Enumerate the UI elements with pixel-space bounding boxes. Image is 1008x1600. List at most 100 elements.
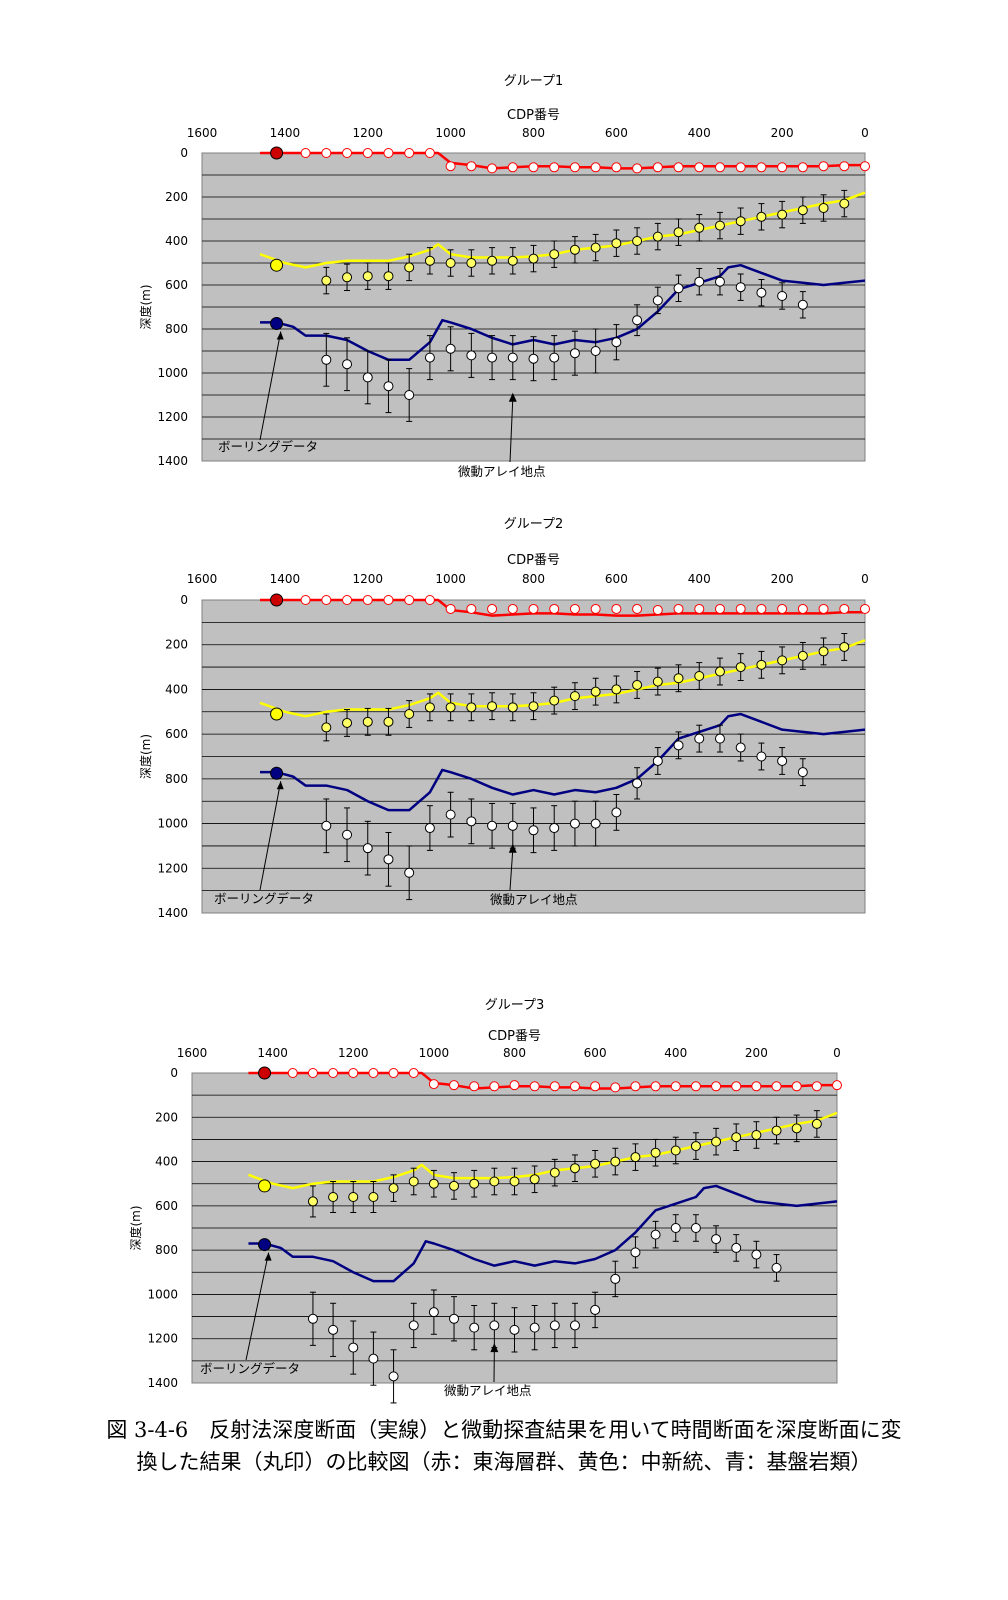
blue-microtremor-point <box>670 1223 681 1233</box>
red-microtremor-point <box>811 1081 822 1092</box>
x-tick-label: 200 <box>771 572 794 586</box>
yellow-microtremor-point <box>611 238 622 249</box>
microtremor-array-label: 微動アレイ地点 <box>444 1383 532 1398</box>
x-tick-label: 200 <box>771 126 794 140</box>
y-tick-label: 600 <box>155 1199 178 1213</box>
annotation-arrow <box>259 331 282 441</box>
blue-microtremor-point <box>714 276 725 287</box>
y-tick-label: 0 <box>180 593 188 607</box>
yellow-microtremor-point <box>818 203 829 213</box>
blue-microtremor-point <box>404 390 415 400</box>
x-tick-label: 400 <box>688 572 711 586</box>
blue-microtremor-point <box>321 820 332 831</box>
red-microtremor-point <box>735 603 746 614</box>
y-tick-label: 1400 <box>157 906 188 920</box>
yellow-microtremor-point <box>569 244 580 255</box>
yellow-microtremor-point <box>348 1192 359 1202</box>
red-microtremor-point <box>756 162 767 173</box>
blue-microtremor-point <box>466 816 477 827</box>
blue-microtremor-point <box>388 1371 399 1382</box>
y-axis-label: 深度(m) <box>138 284 153 329</box>
blue-microtremor-point <box>590 818 601 829</box>
yellow-boring-point <box>258 1179 272 1193</box>
red-microtremor-point <box>694 603 705 614</box>
yellow-microtremor-point <box>321 275 332 286</box>
red-microtremor-point <box>632 603 643 614</box>
yellow-microtremor-point <box>507 255 518 266</box>
x-tick-label: 800 <box>522 572 545 586</box>
blue-microtremor-point <box>549 1320 560 1331</box>
blue-microtremor-point <box>487 820 498 831</box>
red-microtremor-point <box>714 603 725 614</box>
y-tick-label: 400 <box>165 682 188 696</box>
arrow-head <box>276 781 284 790</box>
blue-microtremor-point <box>362 372 373 383</box>
blue-microtremor-point <box>711 1234 722 1245</box>
yellow-microtremor-point <box>652 231 663 242</box>
x-tick-label: 800 <box>503 1046 526 1060</box>
y-tick-label: 400 <box>155 1155 178 1169</box>
blue-microtremor-point <box>507 352 518 363</box>
red-microtremor-point <box>797 162 808 173</box>
red-microtremor-point <box>487 163 498 174</box>
y-tick-label: 1200 <box>157 861 188 875</box>
red-microtremor-point <box>860 161 870 172</box>
red-microtremor-point <box>368 1068 379 1078</box>
yellow-microtremor-point <box>690 1141 701 1152</box>
red-microtremor-point <box>673 162 684 173</box>
red-microtremor-point <box>383 595 394 605</box>
yellow-microtremor-point <box>777 655 788 666</box>
red-microtremor-point <box>652 162 663 173</box>
blue-microtremor-point <box>449 1313 460 1324</box>
red-microtremor-point <box>469 1081 480 1092</box>
annotation-arrow <box>245 1252 270 1361</box>
red-microtremor-point <box>528 603 539 614</box>
y-axis-label: 深度(m) <box>138 734 153 779</box>
red-microtremor-point <box>404 595 415 605</box>
yellow-microtremor-point <box>590 1158 601 1169</box>
y-tick-label: 200 <box>165 638 188 652</box>
blue-microtremor-point <box>342 359 353 370</box>
red-microtremor-point <box>711 1081 722 1092</box>
blue-microtremor-point <box>690 1223 701 1233</box>
blue-microtremor-point <box>342 829 353 840</box>
y-tick-label: 0 <box>170 1066 178 1080</box>
blue-microtremor-point <box>569 818 580 829</box>
blue-microtremor-point <box>714 733 725 744</box>
yellow-microtremor-point <box>632 236 643 246</box>
blue-microtremor-point <box>735 742 746 753</box>
blue-microtremor-point <box>731 1242 742 1253</box>
y-tick-label: 600 <box>165 278 188 292</box>
blue-microtremor-point <box>549 823 560 834</box>
yellow-microtremor-point <box>731 1132 742 1143</box>
red-microtremor-point <box>321 595 332 605</box>
yellow-microtremor-point <box>509 1176 520 1187</box>
red-microtremor-point <box>300 595 311 605</box>
red-microtremor-point <box>528 162 539 173</box>
blue-microtremor-point <box>751 1249 762 1260</box>
red-microtremor-point <box>342 595 353 605</box>
blue-microtremor-point <box>489 1320 500 1331</box>
x-tick-label: 1200 <box>352 126 383 140</box>
x-axis-label: CDP番号 <box>488 1029 541 1044</box>
red-microtremor-point <box>489 1081 500 1092</box>
yellow-microtremor-point <box>307 1196 318 1207</box>
arrow-head <box>276 331 284 340</box>
red-microtremor-point <box>611 603 622 614</box>
blue-microtremor-point <box>428 1307 439 1318</box>
blue-microtremor-point <box>652 755 663 766</box>
yellow-microtremor-point <box>466 258 477 268</box>
red-microtremor-point <box>466 161 477 172</box>
yellow-microtremor-point <box>489 1176 500 1187</box>
yellow-microtremor-point <box>507 702 518 713</box>
yellow-microtremor-point <box>811 1118 822 1129</box>
red-microtremor-point <box>424 148 435 158</box>
yellow-microtremor-point <box>528 701 539 712</box>
yellow-microtremor-point <box>424 702 435 713</box>
blue-microtremor-point <box>569 1320 580 1331</box>
y-tick-label: 1400 <box>157 454 188 468</box>
red-microtremor-point <box>590 162 601 173</box>
blue-microtremor-point <box>797 767 808 778</box>
yellow-microtremor-point <box>694 222 705 233</box>
red-microtremor-point <box>569 1081 580 1092</box>
